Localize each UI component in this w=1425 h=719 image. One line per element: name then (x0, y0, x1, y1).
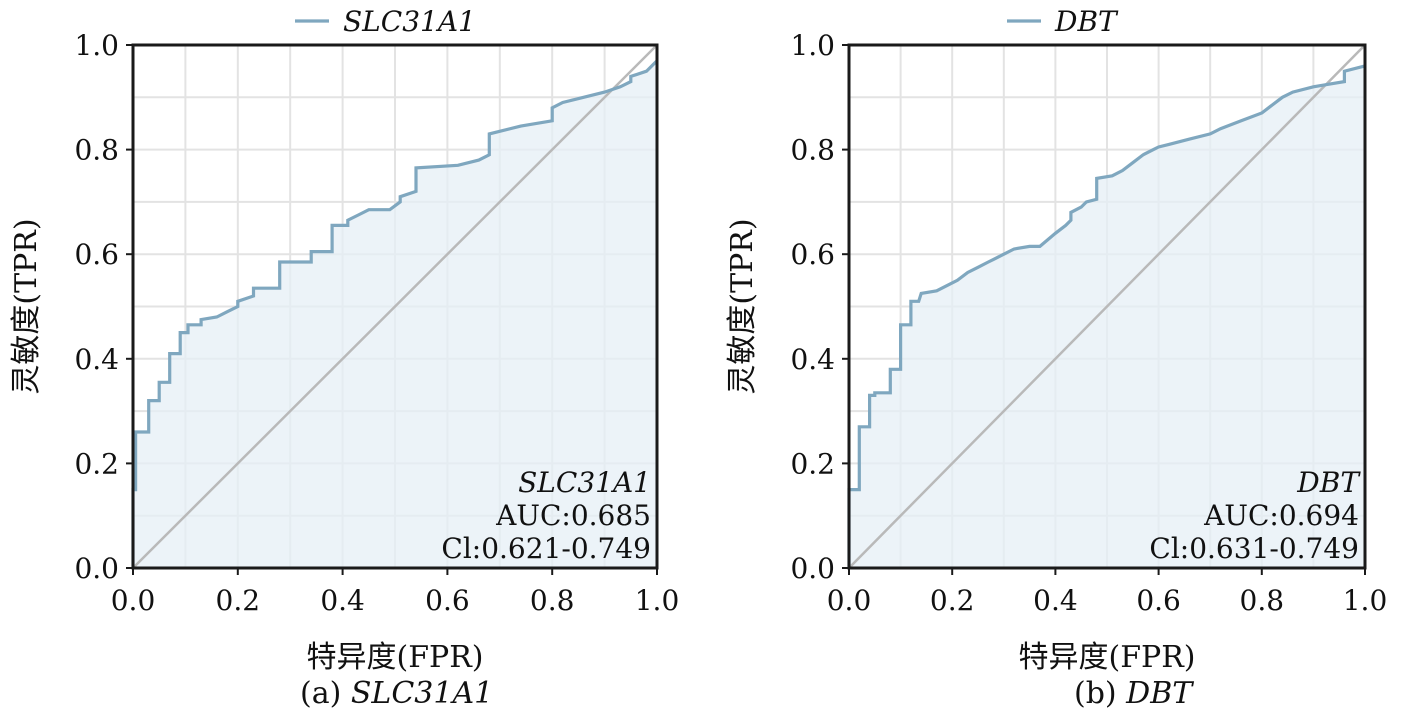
x-tick-label: 0.6 (425, 584, 470, 617)
x-tick-label: 0.4 (1033, 584, 1078, 617)
y-tick-label: 0.6 (74, 238, 119, 271)
roc-area-fill (849, 65, 1365, 569)
roc-chart-dbt: 0.0 0.2 0.4 0.6 0.8 1.0 0.0 0.2 0.4 0.6 0.8 1.0 特异度(… (725, 5, 1388, 675)
plot-frame (131, 43, 659, 570)
legend-label: DBT (1054, 5, 1119, 38)
y-tick-label: 0.8 (74, 134, 119, 167)
roc-area-fill (133, 60, 657, 568)
annotation-auc: AUC:0.694 (1203, 499, 1359, 532)
y-axis-title: 灵敏度(TPR) (9, 218, 44, 394)
annotation-auc: AUC:0.685 (495, 499, 651, 532)
roc-curve-line (847, 64, 1366, 568)
caption-prefix: (b) (1074, 676, 1117, 711)
x-tick-label: 1.0 (635, 584, 680, 617)
legend-label: SLC31A1 (343, 5, 476, 38)
y-tick-label: 0.4 (790, 343, 835, 376)
x-tick-label: 0.4 (320, 584, 365, 617)
y-tick-label: 0.2 (790, 447, 835, 480)
roc-curve-line (131, 59, 659, 568)
panel-caption-a: (a) SLC31A1 (300, 676, 493, 711)
x-tick-label: 0.0 (111, 584, 156, 617)
y-tick-label: 1.0 (74, 29, 119, 62)
y-tick-label: 1.0 (790, 29, 835, 62)
x-axis-title: 特异度(FPR) (307, 640, 484, 675)
y-tick-label: 0.4 (74, 343, 119, 376)
x-tick-label: 0.8 (1240, 584, 1285, 617)
y-tick-label: 0.0 (74, 552, 119, 585)
x-tick-label: 0.8 (530, 584, 575, 617)
y-tick-label: 0.0 (790, 552, 835, 585)
caption-prefix: (a) (300, 676, 342, 711)
x-tick-label: 0.6 (1136, 584, 1181, 617)
y-tick-label: 0.6 (790, 238, 835, 271)
caption-gene: SLC31A1 (350, 676, 494, 711)
chance-diagonal-line (132, 44, 658, 569)
annotation-gene: DBT (1296, 466, 1361, 499)
roc-panel-dbt: 0.0 0.2 0.4 0.6 0.8 1.0 0.0 0.2 0.4 0.6 0.8 1.0 特异度(… (712, 0, 1425, 719)
x-tick-label: 0.0 (827, 584, 872, 617)
x-tick-label: 0.2 (216, 584, 261, 617)
panel-caption-b: (b) DBT (1074, 676, 1192, 711)
x-tick-label: 0.2 (930, 584, 975, 617)
roc-panel-slc31a1: 0.0 0.2 0.4 0.6 0.8 1.0 0.0 0.2 0.4 0.6 0.8 1.0 特异度(… (0, 0, 712, 719)
annotation-gene: SLC31A1 (518, 466, 651, 499)
x-tick-label: 1.0 (1343, 584, 1388, 617)
x-axis-title: 特异度(FPR) (1019, 640, 1196, 675)
annotation-ci: Cl:0.631-0.749 (1149, 532, 1359, 565)
y-tick-label: 0.2 (74, 447, 119, 480)
y-axis-title: 灵敏度(TPR) (725, 218, 760, 394)
annotation-ci: Cl:0.621-0.749 (441, 532, 651, 565)
caption-gene: DBT (1126, 676, 1193, 711)
y-tick-label: 0.8 (790, 134, 835, 167)
chance-diagonal-line (848, 44, 1366, 569)
roc-chart-slc31a1: 0.0 0.2 0.4 0.6 0.8 1.0 0.0 0.2 0.4 0.6 0.8 1.0 特异度(… (9, 5, 680, 675)
plot-frame (847, 43, 1367, 570)
